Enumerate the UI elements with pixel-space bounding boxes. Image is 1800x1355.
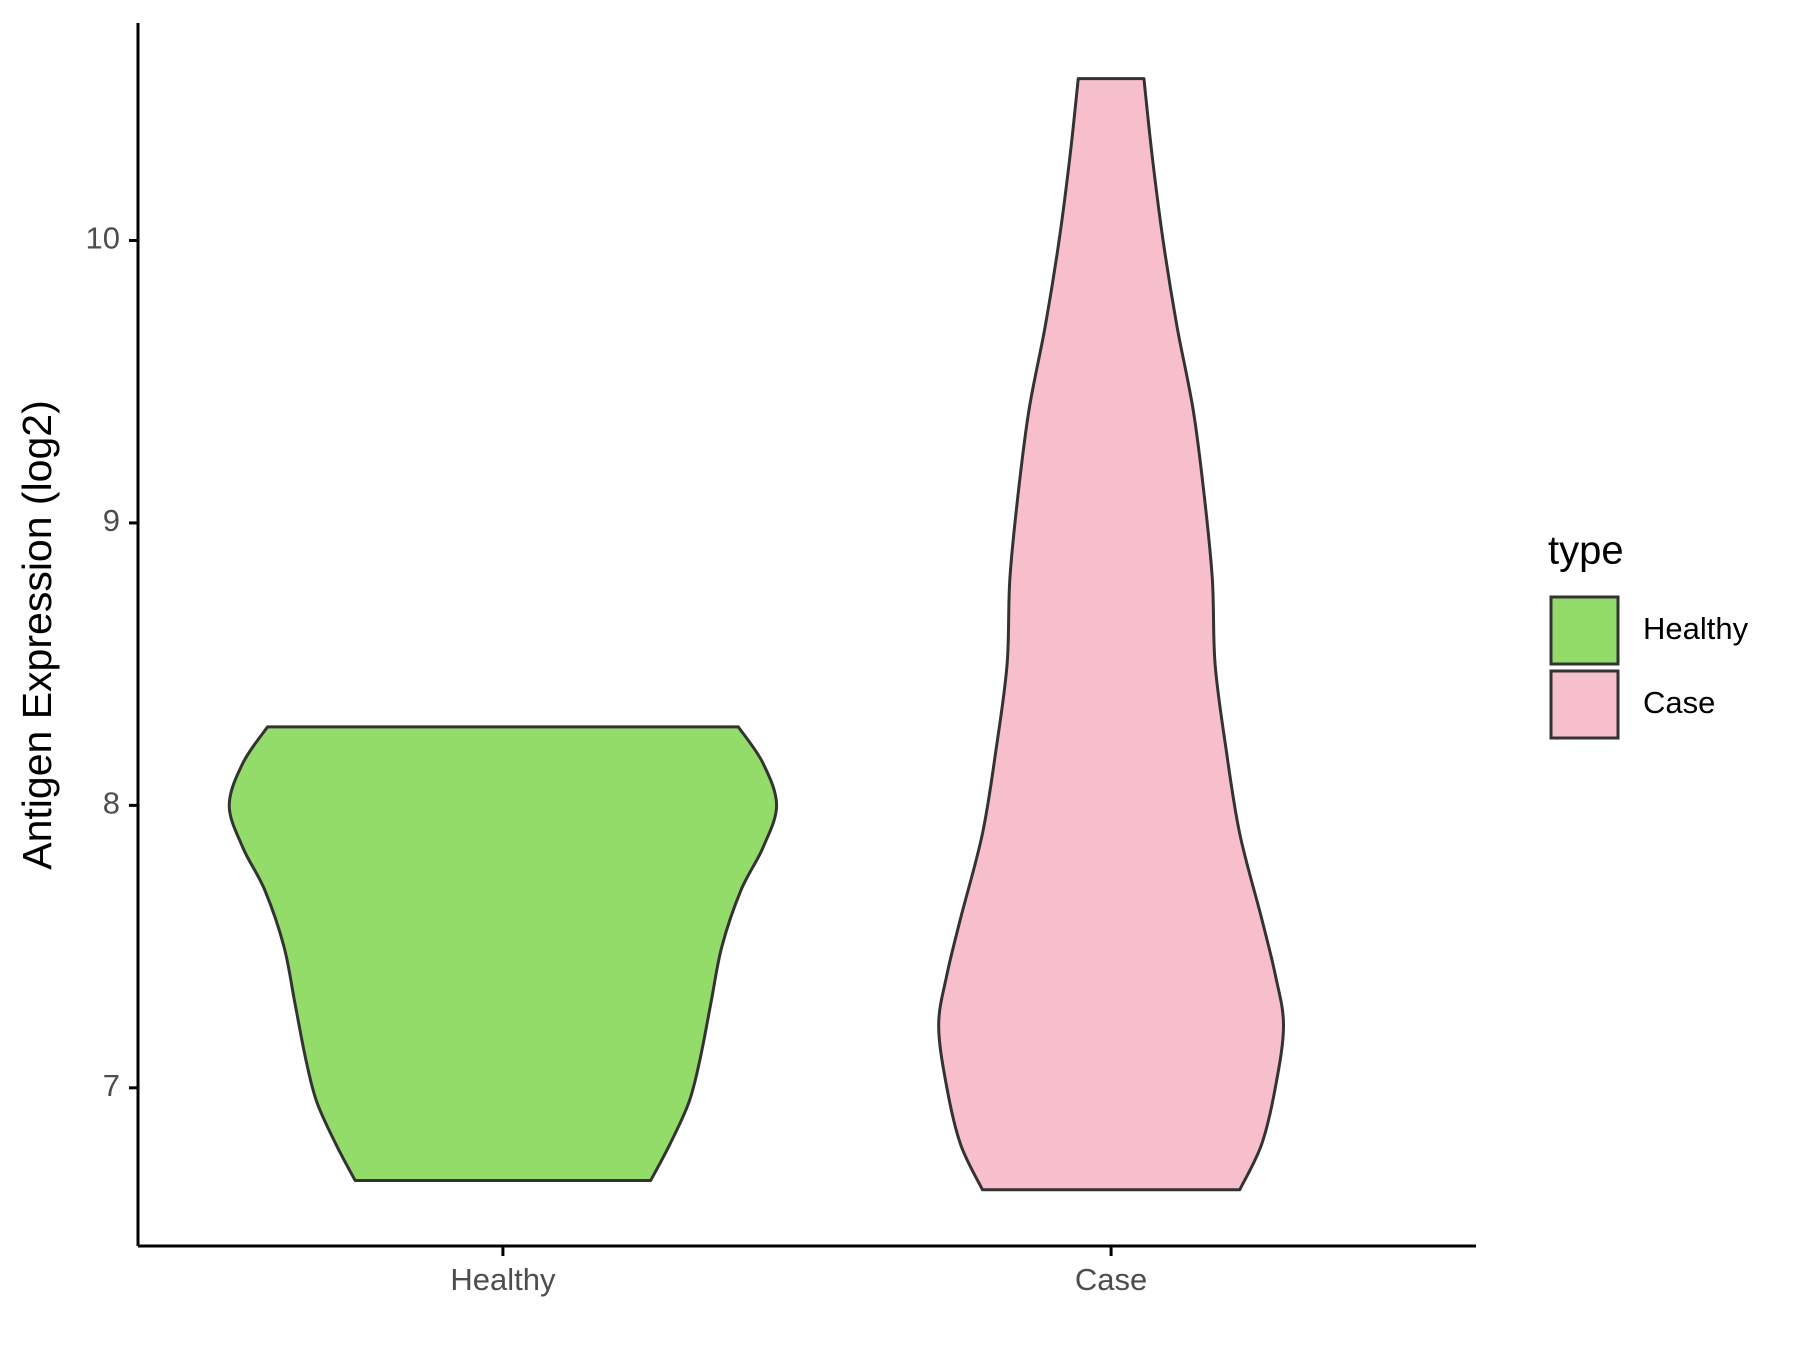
- y-tick-label: 10: [86, 221, 120, 256]
- y-tick-label: 8: [103, 786, 120, 821]
- legend-label: Case: [1643, 685, 1715, 720]
- legend-key: [1549, 595, 1620, 666]
- legend-label: Healthy: [1643, 611, 1749, 646]
- legend-title: type: [1548, 529, 1624, 573]
- y-tick-label: 7: [103, 1068, 120, 1103]
- x-tick-label: Healthy: [450, 1262, 556, 1297]
- y-tick-label: 9: [103, 503, 120, 538]
- x-tick-label: Case: [1075, 1262, 1147, 1297]
- violin: [227, 725, 779, 1182]
- violin: [937, 77, 1286, 1192]
- legend-key: [1549, 669, 1620, 740]
- y-axis-title: Antigen Expression (log2): [14, 400, 60, 869]
